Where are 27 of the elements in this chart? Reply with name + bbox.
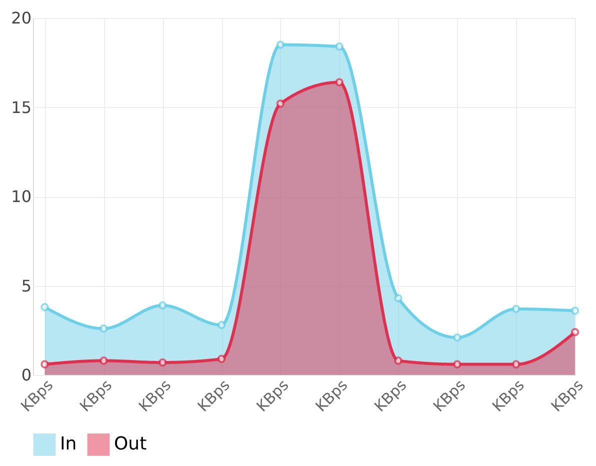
point: [40, 360, 49, 368]
point: [394, 294, 402, 302]
y-tick-label: 10: [11, 187, 32, 206]
point: [512, 360, 520, 368]
point: [158, 358, 167, 367]
point: [335, 78, 344, 86]
y-tick-label: 15: [11, 98, 32, 117]
point: [570, 328, 580, 336]
point: [453, 360, 462, 368]
point: [100, 324, 108, 333]
point: [394, 356, 402, 365]
legend-label: In: [60, 434, 77, 455]
point: [100, 356, 108, 365]
y-tick-label: 20: [11, 8, 32, 28]
y-tick-label: 0: [21, 366, 32, 384]
y-tick-label: 5: [21, 276, 32, 296]
point: [512, 304, 520, 314]
point: [453, 333, 462, 342]
point: [570, 306, 580, 315]
point: [335, 42, 344, 51]
point: [276, 100, 285, 108]
point: [217, 354, 226, 364]
legend-label: Out: [114, 434, 147, 455]
point: [40, 303, 49, 312]
point: [158, 301, 167, 310]
point: [217, 320, 226, 330]
point: [276, 40, 285, 49]
